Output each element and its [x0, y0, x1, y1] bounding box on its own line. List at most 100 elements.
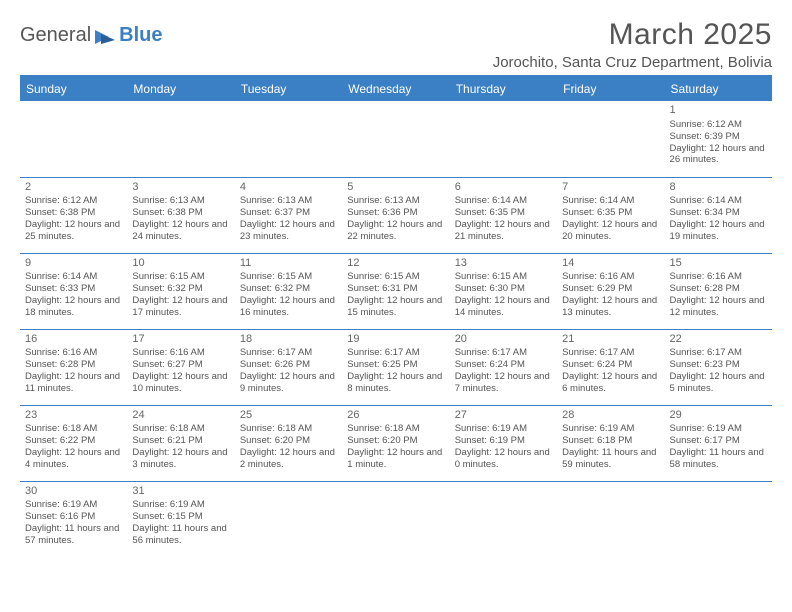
calendar-day-cell: 31Sunrise: 6:19 AMSunset: 6:15 PMDayligh…: [127, 481, 234, 557]
sunset-text: Sunset: 6:16 PM: [25, 511, 122, 523]
day-number: 6: [455, 181, 552, 195]
day-number: 9: [25, 257, 122, 271]
calendar-day-cell: 30Sunrise: 6:19 AMSunset: 6:16 PMDayligh…: [20, 481, 127, 557]
calendar-day-cell: 29Sunrise: 6:19 AMSunset: 6:17 PMDayligh…: [665, 405, 772, 481]
sunrise-text: Sunrise: 6:16 AM: [562, 271, 659, 283]
sunrise-text: Sunrise: 6:13 AM: [240, 195, 337, 207]
sunset-text: Sunset: 6:15 PM: [132, 511, 229, 523]
day-number: 2: [25, 181, 122, 195]
calendar-day-cell: 2Sunrise: 6:12 AMSunset: 6:38 PMDaylight…: [20, 177, 127, 253]
day-number: 7: [562, 181, 659, 195]
calendar-day-cell: 1Sunrise: 6:12 AMSunset: 6:39 PMDaylight…: [665, 101, 772, 177]
sunset-text: Sunset: 6:28 PM: [670, 283, 767, 295]
sunrise-text: Sunrise: 6:13 AM: [132, 195, 229, 207]
daylight-text: Daylight: 12 hours and 6 minutes.: [562, 371, 659, 395]
daylight-text: Daylight: 11 hours and 59 minutes.: [562, 447, 659, 471]
daylight-text: Daylight: 11 hours and 58 minutes.: [670, 447, 767, 471]
calendar-week-row: 23Sunrise: 6:18 AMSunset: 6:22 PMDayligh…: [20, 405, 772, 481]
sunset-text: Sunset: 6:18 PM: [562, 435, 659, 447]
sunset-text: Sunset: 6:25 PM: [347, 359, 444, 371]
daylight-text: Daylight: 12 hours and 18 minutes.: [25, 295, 122, 319]
daylight-text: Daylight: 12 hours and 26 minutes.: [670, 143, 767, 167]
day-header: Monday: [127, 77, 234, 101]
calendar-day-cell: 3Sunrise: 6:13 AMSunset: 6:38 PMDaylight…: [127, 177, 234, 253]
day-number: 11: [240, 257, 337, 271]
sunset-text: Sunset: 6:38 PM: [25, 207, 122, 219]
calendar-week-row: 16Sunrise: 6:16 AMSunset: 6:28 PMDayligh…: [20, 329, 772, 405]
calendar-day-cell: 21Sunrise: 6:17 AMSunset: 6:24 PMDayligh…: [557, 329, 664, 405]
sunset-text: Sunset: 6:39 PM: [670, 131, 767, 143]
calendar-day-cell: 12Sunrise: 6:15 AMSunset: 6:31 PMDayligh…: [342, 253, 449, 329]
calendar-day-cell: 22Sunrise: 6:17 AMSunset: 6:23 PMDayligh…: [665, 329, 772, 405]
day-number: 4: [240, 181, 337, 195]
calendar-week-row: 2Sunrise: 6:12 AMSunset: 6:38 PMDaylight…: [20, 177, 772, 253]
day-number: 1: [670, 104, 767, 118]
calendar-body: 1Sunrise: 6:12 AMSunset: 6:39 PMDaylight…: [20, 101, 772, 557]
sunrise-text: Sunrise: 6:18 AM: [240, 423, 337, 435]
daylight-text: Daylight: 12 hours and 7 minutes.: [455, 371, 552, 395]
header-bar: General Blue March 2025 Jorochito, Santa…: [20, 18, 772, 71]
day-number: 28: [562, 409, 659, 423]
sunset-text: Sunset: 6:26 PM: [240, 359, 337, 371]
calendar-empty-cell: [342, 481, 449, 557]
day-number: 22: [670, 333, 767, 347]
daylight-text: Daylight: 12 hours and 10 minutes.: [132, 371, 229, 395]
day-number: 20: [455, 333, 552, 347]
sunset-text: Sunset: 6:20 PM: [240, 435, 337, 447]
day-number: 3: [132, 181, 229, 195]
day-header: Saturday: [665, 77, 772, 101]
calendar-empty-cell: [665, 481, 772, 557]
day-header: Thursday: [450, 77, 557, 101]
day-number: 21: [562, 333, 659, 347]
sunset-text: Sunset: 6:22 PM: [25, 435, 122, 447]
daylight-text: Daylight: 12 hours and 11 minutes.: [25, 371, 122, 395]
sunrise-text: Sunrise: 6:17 AM: [240, 347, 337, 359]
daylight-text: Daylight: 12 hours and 16 minutes.: [240, 295, 337, 319]
calendar-week-row: 30Sunrise: 6:19 AMSunset: 6:16 PMDayligh…: [20, 481, 772, 557]
sunset-text: Sunset: 6:34 PM: [670, 207, 767, 219]
calendar-empty-cell: [557, 101, 664, 177]
sunset-text: Sunset: 6:38 PM: [132, 207, 229, 219]
calendar-day-cell: 27Sunrise: 6:19 AMSunset: 6:19 PMDayligh…: [450, 405, 557, 481]
sunrise-text: Sunrise: 6:12 AM: [25, 195, 122, 207]
sunrise-text: Sunrise: 6:15 AM: [132, 271, 229, 283]
daylight-text: Daylight: 12 hours and 17 minutes.: [132, 295, 229, 319]
daylight-text: Daylight: 12 hours and 0 minutes.: [455, 447, 552, 471]
sunrise-text: Sunrise: 6:17 AM: [670, 347, 767, 359]
sunrise-text: Sunrise: 6:16 AM: [670, 271, 767, 283]
sunset-text: Sunset: 6:35 PM: [562, 207, 659, 219]
sunrise-text: Sunrise: 6:19 AM: [455, 423, 552, 435]
calendar-day-cell: 26Sunrise: 6:18 AMSunset: 6:20 PMDayligh…: [342, 405, 449, 481]
sunset-text: Sunset: 6:20 PM: [347, 435, 444, 447]
daylight-text: Daylight: 12 hours and 23 minutes.: [240, 219, 337, 243]
sunrise-text: Sunrise: 6:15 AM: [455, 271, 552, 283]
sunrise-text: Sunrise: 6:16 AM: [132, 347, 229, 359]
calendar-day-cell: 13Sunrise: 6:15 AMSunset: 6:30 PMDayligh…: [450, 253, 557, 329]
calendar-day-cell: 7Sunrise: 6:14 AMSunset: 6:35 PMDaylight…: [557, 177, 664, 253]
daylight-text: Daylight: 12 hours and 5 minutes.: [670, 371, 767, 395]
calendar-day-cell: 8Sunrise: 6:14 AMSunset: 6:34 PMDaylight…: [665, 177, 772, 253]
calendar-day-cell: 20Sunrise: 6:17 AMSunset: 6:24 PMDayligh…: [450, 329, 557, 405]
sunrise-text: Sunrise: 6:13 AM: [347, 195, 444, 207]
sunrise-text: Sunrise: 6:17 AM: [562, 347, 659, 359]
sunrise-text: Sunrise: 6:19 AM: [132, 499, 229, 511]
sunset-text: Sunset: 6:23 PM: [670, 359, 767, 371]
calendar-day-cell: 24Sunrise: 6:18 AMSunset: 6:21 PMDayligh…: [127, 405, 234, 481]
logo: General Blue: [20, 18, 163, 47]
day-header: Friday: [557, 77, 664, 101]
sunset-text: Sunset: 6:29 PM: [562, 283, 659, 295]
sunrise-text: Sunrise: 6:14 AM: [25, 271, 122, 283]
sunset-text: Sunset: 6:17 PM: [670, 435, 767, 447]
daylight-text: Daylight: 12 hours and 22 minutes.: [347, 219, 444, 243]
sunset-text: Sunset: 6:33 PM: [25, 283, 122, 295]
daylight-text: Daylight: 12 hours and 8 minutes.: [347, 371, 444, 395]
sunrise-text: Sunrise: 6:14 AM: [670, 195, 767, 207]
daylight-text: Daylight: 12 hours and 13 minutes.: [562, 295, 659, 319]
calendar-day-cell: 10Sunrise: 6:15 AMSunset: 6:32 PMDayligh…: [127, 253, 234, 329]
calendar-day-cell: 18Sunrise: 6:17 AMSunset: 6:26 PMDayligh…: [235, 329, 342, 405]
sunset-text: Sunset: 6:35 PM: [455, 207, 552, 219]
day-header: Sunday: [20, 77, 127, 101]
calendar-week-row: 9Sunrise: 6:14 AMSunset: 6:33 PMDaylight…: [20, 253, 772, 329]
day-header: Tuesday: [235, 77, 342, 101]
calendar-day-cell: 14Sunrise: 6:16 AMSunset: 6:29 PMDayligh…: [557, 253, 664, 329]
